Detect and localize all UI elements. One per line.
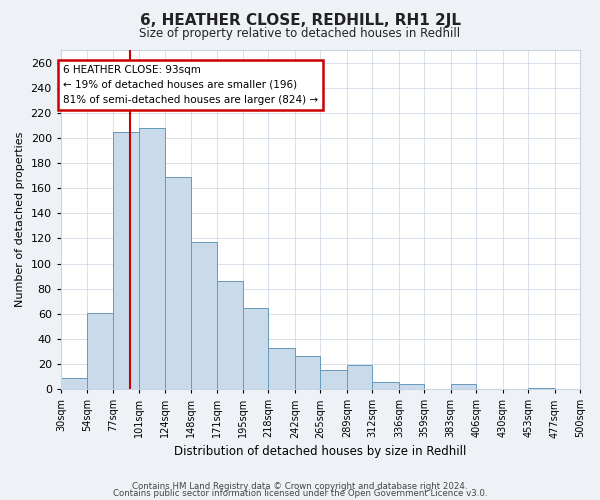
Bar — [139, 128, 164, 389]
Bar — [347, 366, 373, 389]
Bar — [191, 242, 217, 389]
Text: Contains public sector information licensed under the Open Government Licence v3: Contains public sector information licen… — [113, 489, 487, 498]
Bar — [268, 348, 295, 389]
Text: 6 HEATHER CLOSE: 93sqm
← 19% of detached houses are smaller (196)
81% of semi-de: 6 HEATHER CLOSE: 93sqm ← 19% of detached… — [63, 65, 318, 104]
Bar — [295, 356, 320, 389]
Bar — [61, 378, 88, 389]
Text: Contains HM Land Registry data © Crown copyright and database right 2024.: Contains HM Land Registry data © Crown c… — [132, 482, 468, 491]
Bar — [451, 384, 476, 389]
X-axis label: Distribution of detached houses by size in Redhill: Distribution of detached houses by size … — [174, 444, 467, 458]
Bar — [88, 312, 113, 389]
Y-axis label: Number of detached properties: Number of detached properties — [15, 132, 25, 308]
Bar — [528, 388, 554, 389]
Bar — [399, 384, 424, 389]
Text: Size of property relative to detached houses in Redhill: Size of property relative to detached ho… — [139, 28, 461, 40]
Bar — [164, 177, 191, 389]
Bar — [373, 382, 399, 389]
Bar — [113, 132, 139, 389]
Bar — [320, 370, 347, 389]
Bar — [243, 308, 268, 389]
Text: 6, HEATHER CLOSE, REDHILL, RH1 2JL: 6, HEATHER CLOSE, REDHILL, RH1 2JL — [139, 12, 461, 28]
Bar — [217, 281, 243, 389]
